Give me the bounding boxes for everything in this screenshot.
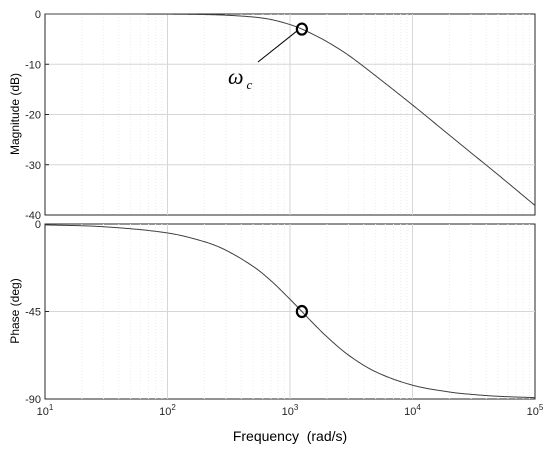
y-tick-label: -40 bbox=[25, 210, 41, 222]
omega-subscript: c bbox=[247, 77, 253, 92]
magnitude-series-line bbox=[45, 13, 536, 206]
magnitude-y-axis-label: Magnitude (dB) bbox=[8, 73, 22, 155]
magnitude-y-ticks: 0 -10 -20 -30 -40 bbox=[25, 9, 49, 222]
phase-y-axis-label: Phase (deg) bbox=[8, 278, 22, 343]
y-tick-label: -30 bbox=[25, 160, 41, 172]
phase-panel: 0 -45 -90 Phase (deg) 101 102 103 104 105 Freq… bbox=[8, 219, 544, 444]
x-tick-labels: 101 102 103 104 105 bbox=[37, 403, 544, 418]
cutoff-marker-phase bbox=[295, 304, 308, 319]
y-tick-label: 0 bbox=[35, 9, 41, 21]
omega-symbol: ω bbox=[228, 64, 244, 89]
phase-series-line bbox=[44, 224, 536, 399]
y-tick-label: -10 bbox=[25, 59, 41, 71]
x-axis-label: Frequency (rad/s) bbox=[233, 428, 347, 444]
cutoff-marker-magnitude bbox=[295, 22, 308, 36]
y-tick-label: 0 bbox=[35, 219, 41, 231]
x-tick-label: 101 bbox=[37, 403, 54, 418]
y-tick-label: -45 bbox=[25, 307, 41, 319]
x-tick-label: 104 bbox=[404, 403, 421, 418]
phase-y-ticks: 0 -45 -90 bbox=[25, 219, 49, 406]
x-tick-label: 103 bbox=[282, 403, 299, 418]
y-tick-label: -20 bbox=[25, 110, 41, 122]
phase-grid bbox=[45, 224, 535, 399]
x-tick-label: 102 bbox=[159, 403, 176, 418]
x-tick-label: 105 bbox=[527, 403, 544, 418]
omega-c-pointer bbox=[257, 30, 298, 63]
magnitude-grid bbox=[45, 14, 535, 215]
y-tick-label: -90 bbox=[25, 394, 41, 406]
